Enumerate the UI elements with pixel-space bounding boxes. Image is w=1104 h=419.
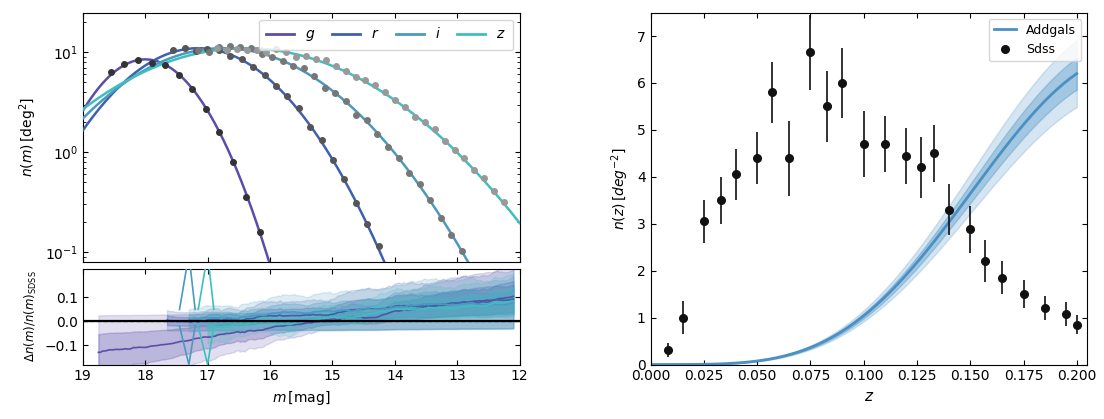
Point [199,45,216,52]
Point [422,197,439,204]
Point [224,158,242,165]
Point [327,62,344,69]
Point [217,47,235,54]
Point [233,56,251,63]
Y-axis label: $n(m)\,[\mathrm{deg}^2]$: $n(m)\,[\mathrm{deg}^2]$ [18,97,40,177]
Point [367,82,384,88]
Point [426,126,444,132]
Point [432,215,449,221]
Point [209,44,226,51]
Point [211,129,229,135]
Point [129,57,147,63]
Point [267,46,285,53]
Point [369,131,386,137]
Point [267,83,285,89]
Point [411,181,428,187]
Point [316,85,333,92]
Point [466,167,484,173]
Point [183,85,201,92]
Point [312,137,330,144]
Point [252,228,269,235]
Point [257,49,275,55]
Point [476,175,493,181]
Point [200,49,217,56]
Point [227,46,245,52]
Point [306,72,323,79]
Point [274,57,291,64]
Point [396,103,414,110]
Point [443,232,460,238]
Point [390,155,407,162]
Point [358,116,375,123]
Point [325,156,342,163]
Point [348,111,365,118]
Point [170,71,188,78]
Point [188,48,205,54]
Point [232,44,250,51]
X-axis label: $z$: $z$ [863,389,874,404]
Point [285,63,302,70]
Point [176,45,193,52]
Point [142,60,160,67]
Point [263,54,280,61]
Point [347,200,364,207]
Point [256,72,274,79]
Point [222,52,240,59]
Point [370,243,388,250]
Point [116,61,134,67]
Point [278,93,296,100]
Point [376,88,394,95]
Point [237,47,255,53]
Point [102,69,119,75]
Point [247,47,265,54]
Point [164,47,182,53]
Point [295,64,312,71]
Point [337,98,354,104]
Point [357,77,374,84]
Y-axis label: $\Delta n(m)/n(m)_\mathrm{SDSS}$: $\Delta n(m)/n(m)_\mathrm{SDSS}$ [23,271,39,362]
Point [221,43,238,50]
Point [327,90,344,97]
Point [157,62,174,68]
Point [244,63,262,70]
Point [253,50,270,57]
Point [297,53,315,60]
Point [307,55,325,62]
Point [237,194,255,200]
Point [290,105,308,112]
Point [436,137,454,144]
X-axis label: $m\,[\mathrm{mag}]$: $m\,[\mathrm{mag}]$ [272,389,330,407]
Y-axis label: $n(z)\,[deg^{-2}]$: $n(z)\,[deg^{-2}]$ [609,147,631,230]
Point [347,74,364,81]
Point [453,248,470,254]
Point [277,48,295,55]
Point [336,176,353,183]
Point [317,57,335,64]
Legend: Addgals, Sdss: Addgals, Sdss [989,19,1081,61]
Point [287,54,305,60]
Point [379,144,396,150]
Point [301,124,319,131]
Legend: $g$, $r$, $i$, $z$: $g$, $r$, $i$, $z$ [259,20,512,50]
Point [337,68,354,75]
Point [210,47,227,53]
Point [359,221,376,228]
Point [496,199,513,205]
Point [406,114,424,121]
Point [211,44,229,51]
Point [416,119,434,126]
Point [242,44,259,51]
Point [190,47,208,53]
Point [486,188,503,195]
Point [401,170,418,176]
Point [456,154,474,161]
Point [446,146,464,153]
Point [386,97,404,103]
Point [197,106,214,112]
